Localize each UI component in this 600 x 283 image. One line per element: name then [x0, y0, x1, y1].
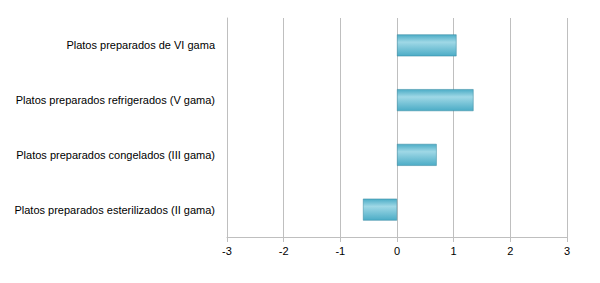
- svg-text:Platos preparados congelados (: Platos preparados congelados (III gama): [16, 149, 215, 161]
- svg-text:-3: -3: [222, 245, 232, 257]
- svg-text:3: 3: [564, 245, 570, 257]
- svg-text:Platos preparados esterilizado: Platos preparados esterilizados (II gama…: [14, 204, 215, 216]
- svg-text:Platos preparados refrigerados: Platos preparados refrigerados (V gama): [16, 94, 215, 106]
- svg-text:-1: -1: [335, 245, 345, 257]
- svg-text:-2: -2: [279, 245, 289, 257]
- svg-text:0: 0: [394, 245, 400, 257]
- svg-text:2: 2: [507, 245, 513, 257]
- svg-text:1: 1: [451, 245, 457, 257]
- svg-text:Platos preparados de VI gama: Platos preparados de VI gama: [66, 39, 215, 51]
